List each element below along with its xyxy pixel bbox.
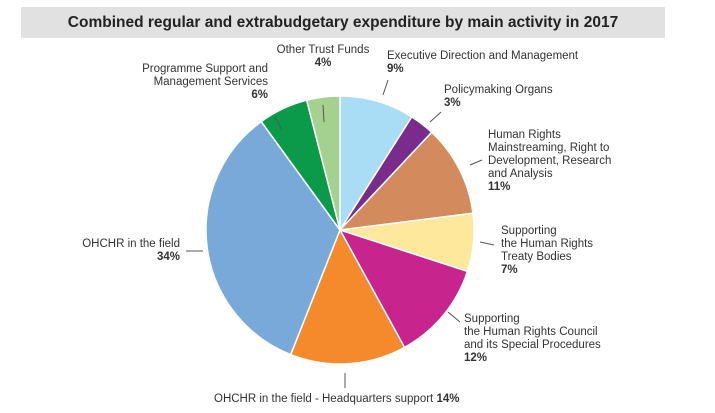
label-text: Management Services [153,76,268,88]
label-mainstreaming: Human Rights Mainstreaming, Right to Dev… [488,129,611,194]
label-text: Development, Research [488,155,612,167]
label-text: OHCHR in the field [82,238,180,250]
label-percent: 7% [501,264,518,276]
label-percent: 6% [251,89,268,101]
leader-line-mainstreaming [469,159,483,166]
label-trust: Other Trust Funds 4% [258,44,388,70]
label-percent: 12% [464,352,488,364]
label-hq-support: OHCHR in the field - Headquarters suppor… [214,393,459,406]
label-percent: 3% [444,97,461,109]
label-text: Treaty Bodies [501,251,572,263]
label-text: and its Special Procedures [464,339,601,351]
pie-slice-supporting-the-human-rights-council-and-its-special-procedures [338,228,469,349]
pie-slice-ohchr-in-the-field [205,120,341,356]
label-text: Policymaking Organs [444,84,553,96]
leader-line-council [447,311,461,323]
leader-line-executive [382,79,389,96]
label-text: Other Trust Funds [276,44,370,56]
label-text: OHCHR in the field - Headquarters suppor… [214,393,434,405]
label-field: OHCHR in the field 34% [60,238,180,264]
title-bar: Combined regular and extrabudgetary expe… [21,7,665,38]
leader-line-trust [322,104,325,123]
label-text: Human Rights [488,129,561,141]
pie-slice-ohchr-in-the-field-headquarters-support [289,228,406,365]
label-executive: Executive Direction and Management 9% [387,50,578,76]
label-text: and Analysis [488,168,553,180]
label-percent: 34% [156,251,180,263]
pie-slice-other-trust-funds [305,95,341,231]
label-text: Mainstreaming, Right to [488,142,610,154]
leader-line-programme [274,116,283,131]
leader-line-policymaking [429,111,442,123]
label-council: Supporting the Human Rights Council and … [464,313,601,365]
label-text: Programme Support and [142,63,268,75]
label-treaty: Supporting the Human Rights Treaty Bodie… [501,225,593,277]
leader-line-treaty [479,241,495,246]
label-text: Supporting [464,313,520,325]
chart-title: Combined regular and extrabudgetary expe… [67,13,619,31]
label-text: the Human Rights Council [464,326,598,338]
pie-slice-human-rights-mainstreaming-right-to-development-research-and-analysis [338,131,474,232]
label-percent: 14% [436,393,460,405]
label-text: the Human Rights [501,238,594,250]
label-policymaking: Policymaking Organs 3% [444,84,553,110]
label-text: Executive Direction and Management [387,50,579,62]
label-percent: 4% [314,57,332,69]
label-percent: 9% [387,63,404,75]
label-programme: Programme Support and Management Service… [110,63,268,102]
label-text: Supporting [501,225,557,237]
label-percent: 11% [488,181,511,193]
